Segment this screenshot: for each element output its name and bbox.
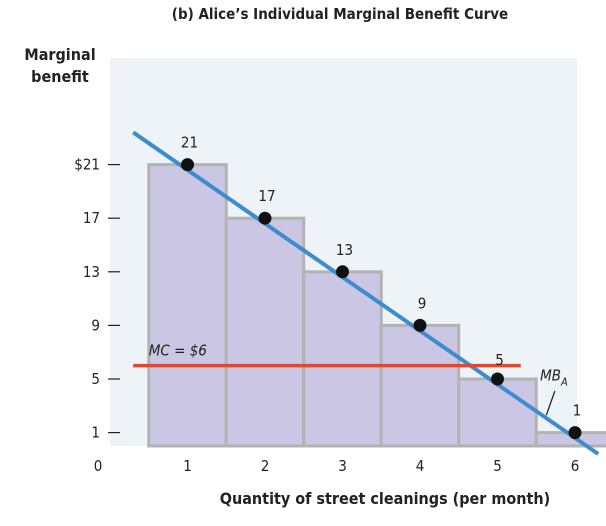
y-axis-label-line-2: benefit (31, 67, 89, 86)
x-tick-label-0: 0 (94, 457, 103, 475)
point-4 (413, 318, 427, 332)
y-tick-label-13: 13 (83, 263, 100, 281)
y-axis: 1 5 9 13 17 $21 (74, 156, 120, 442)
y-tick-label-17: 17 (83, 209, 100, 227)
mb-curve-line (132, 130, 600, 456)
x-tick-label-6: 6 (571, 457, 580, 475)
bar-5 (457, 377, 538, 448)
data-label-2: 17 (258, 187, 275, 205)
x-axis-label: Quantity of street cleanings (per month) (220, 489, 551, 508)
data-label-3: 13 (336, 241, 353, 259)
x-tick-label-3: 3 (338, 457, 347, 475)
mb-label-main: MB (540, 366, 561, 384)
x-tick-label-2: 2 (261, 457, 270, 475)
data-label-5: 5 (495, 351, 504, 369)
y-tick-label-5: 5 (91, 370, 100, 388)
point-5 (491, 372, 504, 386)
mb-label-subscript: A (560, 375, 568, 388)
point-6 (568, 426, 582, 440)
data-label-4: 9 (418, 294, 427, 312)
x-tick-label-4: 4 (416, 457, 425, 475)
y-tick-label-9: 9 (91, 316, 100, 334)
y-tick-label-1: 1 (91, 424, 100, 442)
data-label-6: 1 (573, 402, 582, 420)
x-axis: 0 1 2 3 4 5 6 (94, 457, 580, 475)
y-axis-label-line-1: Marginal (24, 45, 95, 64)
data-label-1: 21 (181, 134, 198, 152)
point-2 (258, 211, 272, 225)
mb-label: MBA (540, 366, 568, 388)
mb-label-pointer (545, 390, 556, 416)
chart-title: (b) Alice’s Individual Marginal Benefit … (172, 5, 508, 23)
bar-2 (224, 216, 306, 448)
x-tick-label-1: 1 (183, 457, 192, 475)
point-3 (336, 265, 349, 279)
bar-1 (147, 163, 228, 448)
y-tick-label-21: $21 (74, 156, 100, 174)
bar-4 (379, 323, 461, 448)
mc-label: MC = $6 (149, 342, 207, 360)
point-1 (181, 158, 194, 172)
x-tick-label-5: 5 (493, 457, 502, 475)
data-labels: 21 17 13 9 5 1 (181, 134, 581, 420)
data-points (181, 158, 582, 440)
